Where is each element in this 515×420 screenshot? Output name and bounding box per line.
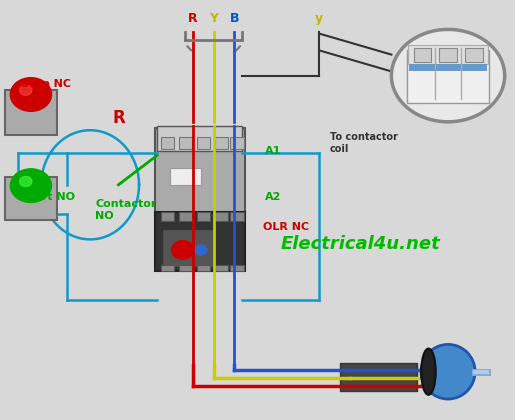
- Text: A1: A1: [265, 146, 282, 156]
- Text: A2: A2: [265, 192, 282, 202]
- FancyBboxPatch shape: [179, 136, 192, 149]
- Circle shape: [171, 241, 194, 259]
- Circle shape: [20, 85, 32, 95]
- Text: OLR NC: OLR NC: [263, 222, 309, 232]
- FancyBboxPatch shape: [465, 48, 483, 62]
- Circle shape: [20, 176, 32, 186]
- FancyBboxPatch shape: [170, 168, 201, 185]
- FancyBboxPatch shape: [230, 212, 244, 220]
- Text: To contactor
coil: To contactor coil: [330, 132, 398, 154]
- FancyBboxPatch shape: [5, 90, 57, 135]
- FancyBboxPatch shape: [414, 48, 431, 62]
- Text: R: R: [188, 13, 198, 25]
- Circle shape: [195, 245, 207, 255]
- FancyBboxPatch shape: [179, 265, 192, 271]
- FancyBboxPatch shape: [157, 126, 242, 151]
- FancyBboxPatch shape: [197, 265, 210, 271]
- FancyBboxPatch shape: [439, 48, 457, 62]
- Text: Electrical4u.net: Electrical4u.net: [281, 235, 440, 252]
- FancyBboxPatch shape: [161, 212, 174, 220]
- Circle shape: [10, 78, 52, 111]
- FancyBboxPatch shape: [409, 64, 487, 71]
- FancyBboxPatch shape: [154, 128, 245, 216]
- FancyBboxPatch shape: [197, 136, 210, 149]
- Text: Y: Y: [209, 13, 218, 25]
- FancyBboxPatch shape: [408, 45, 488, 64]
- Text: R: R: [112, 109, 125, 126]
- FancyBboxPatch shape: [5, 177, 57, 220]
- Ellipse shape: [421, 344, 475, 399]
- FancyBboxPatch shape: [407, 50, 489, 103]
- FancyBboxPatch shape: [215, 212, 228, 220]
- FancyBboxPatch shape: [162, 229, 214, 267]
- Circle shape: [391, 29, 505, 122]
- FancyBboxPatch shape: [230, 136, 244, 149]
- Ellipse shape: [421, 349, 436, 395]
- Text: y: y: [315, 13, 323, 25]
- Text: Start NO: Start NO: [21, 192, 75, 202]
- FancyBboxPatch shape: [154, 212, 245, 271]
- Text: Stop NC: Stop NC: [21, 79, 71, 89]
- FancyBboxPatch shape: [161, 265, 174, 271]
- FancyBboxPatch shape: [197, 212, 210, 220]
- FancyBboxPatch shape: [179, 212, 192, 220]
- FancyBboxPatch shape: [230, 265, 244, 271]
- FancyBboxPatch shape: [215, 265, 228, 271]
- FancyBboxPatch shape: [161, 136, 174, 149]
- Text: Contactor
NO: Contactor NO: [95, 199, 157, 221]
- FancyBboxPatch shape: [215, 136, 228, 149]
- Circle shape: [10, 169, 52, 202]
- Text: B: B: [230, 13, 239, 25]
